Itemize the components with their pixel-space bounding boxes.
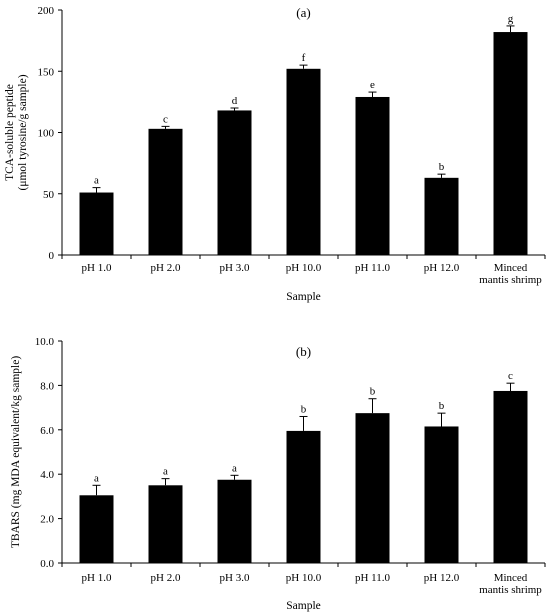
x-tick-label: pH 10.0 xyxy=(286,572,322,584)
bar xyxy=(424,177,459,255)
x-tick-label: pH 3.0 xyxy=(220,572,250,584)
panel-label: (a) xyxy=(296,5,310,20)
bar xyxy=(217,110,252,255)
panel-label: (b) xyxy=(296,344,311,359)
x-tick-label: pH 1.0 xyxy=(82,262,112,274)
y-tick-label: 10.0 xyxy=(35,336,55,348)
significance-label: a xyxy=(94,472,99,484)
significance-label: b xyxy=(370,386,376,398)
bar xyxy=(355,413,390,563)
x-tick-label-line: mantis shrimp xyxy=(479,274,542,286)
y-tick-label: 50 xyxy=(43,189,55,201)
significance-label: a xyxy=(94,175,99,187)
x-tick-label: pH 3.0 xyxy=(220,262,250,274)
y-tick-label: 150 xyxy=(38,66,55,78)
x-tick-label-line: Minced xyxy=(494,572,528,584)
x-tick-label: pH 11.0 xyxy=(355,572,391,584)
significance-label: b xyxy=(439,161,445,173)
significance-label: a xyxy=(163,466,168,478)
bar xyxy=(286,430,321,563)
y-tick-label: 100 xyxy=(38,128,55,140)
bar xyxy=(493,32,528,255)
x-tick-label: Minced mantis shrimp xyxy=(479,572,542,596)
x-tick-label: pH 11.0 xyxy=(355,262,391,274)
y-tick-label: 6.0 xyxy=(40,425,54,437)
y-tick-label: 200 xyxy=(38,5,55,17)
y-tick-label: 2.0 xyxy=(40,514,54,526)
bar xyxy=(286,68,321,255)
x-axis-title: Sample xyxy=(286,291,321,303)
significance-label: a xyxy=(232,462,237,474)
y-tick-label: 8.0 xyxy=(40,380,54,392)
y-tick-label: 0.0 xyxy=(40,558,54,570)
significance-label: c xyxy=(508,370,513,382)
x-axis-title: Sample xyxy=(286,600,321,612)
significance-label: c xyxy=(163,113,168,125)
significance-label: b xyxy=(301,403,307,415)
bar xyxy=(79,495,114,563)
bar xyxy=(148,485,183,563)
y-tick-label: 4.0 xyxy=(40,469,54,481)
significance-label: b xyxy=(439,400,445,412)
bar xyxy=(355,96,390,255)
bar xyxy=(493,390,528,563)
x-tick-label-line: Minced xyxy=(494,262,528,274)
y-axis-title-line: TCA-soluble peptide xyxy=(4,84,16,181)
significance-label: d xyxy=(232,95,238,107)
bar xyxy=(424,426,459,563)
y-axis-title-line: (μmol tyrosine/g sample) xyxy=(17,74,29,190)
x-tick-label-line: mantis shrimp xyxy=(479,584,542,596)
x-tick-label: pH 2.0 xyxy=(151,572,181,584)
x-tick-label: Minced mantis shrimp xyxy=(479,262,542,286)
bar xyxy=(148,128,183,255)
bar xyxy=(217,479,252,563)
x-tick-label: pH 10.0 xyxy=(286,262,322,274)
y-axis-title: TBARS (mg MDA equivalent/kg sample) xyxy=(10,356,22,548)
y-axis-title: TCA-soluble peptide(μmol tyrosine/g samp… xyxy=(4,74,29,190)
bar xyxy=(79,192,114,255)
significance-label: f xyxy=(302,52,306,64)
significance-label: g xyxy=(508,13,514,25)
x-tick-label: pH 12.0 xyxy=(424,572,460,584)
x-tick-label: pH 12.0 xyxy=(424,262,460,274)
significance-label: e xyxy=(370,79,375,91)
x-tick-label: pH 1.0 xyxy=(82,572,112,584)
y-tick-label: 0 xyxy=(49,250,55,262)
x-tick-label: pH 2.0 xyxy=(151,262,181,274)
